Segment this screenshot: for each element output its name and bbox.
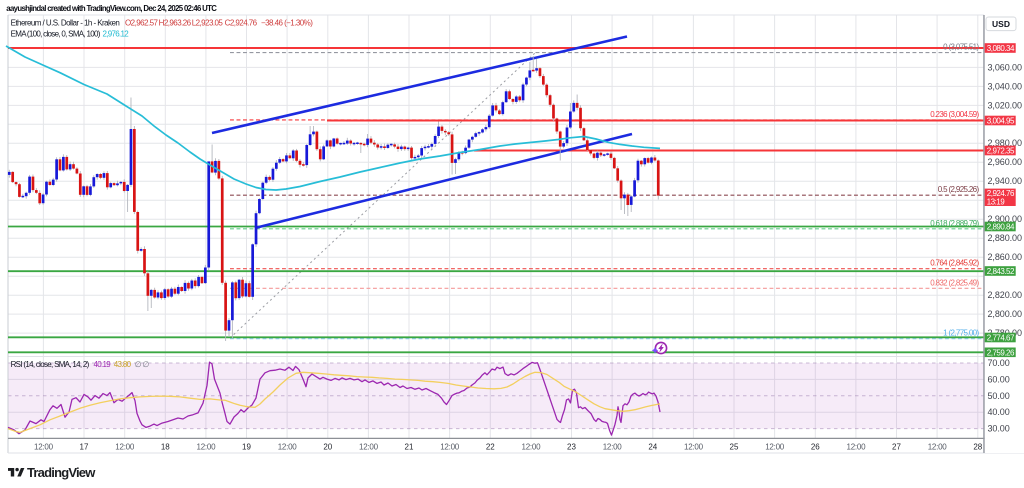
svg-text:40.00: 40.00 — [988, 407, 1010, 417]
svg-text:aayushjindal created with Trad: aayushjindal created with TradingView.co… — [6, 4, 217, 13]
svg-text:2,843.52: 2,843.52 — [987, 267, 1015, 276]
svg-text:28: 28 — [973, 442, 982, 451]
svg-text:12:00: 12:00 — [278, 442, 298, 451]
svg-text:0.236 (3,004.59): 0.236 (3,004.59) — [930, 110, 979, 119]
svg-text:70.00: 70.00 — [988, 358, 1010, 368]
svg-text:2,972.35: 2,972.35 — [987, 147, 1015, 156]
svg-text:Ethereum / U.S. Dollar - 1h -: Ethereum / U.S. Dollar - 1h - Kraken O2,9… — [11, 18, 314, 27]
svg-text:12:00: 12:00 — [847, 442, 867, 451]
svg-text:18: 18 — [161, 442, 170, 451]
svg-text:22: 22 — [486, 442, 495, 451]
svg-text:2,800.00: 2,800.00 — [988, 309, 1022, 319]
svg-text:TradingView: TradingView — [27, 465, 96, 480]
svg-text:17: 17 — [80, 442, 89, 451]
svg-text:3,060.00: 3,060.00 — [988, 62, 1022, 72]
svg-text:2,900.00: 2,900.00 — [988, 214, 1022, 224]
svg-text:13:19: 13:19 — [987, 198, 1005, 207]
svg-text:21: 21 — [405, 442, 414, 451]
svg-text:EMA (100, close, 0, SMA, 100)2: EMA (100, close, 0, SMA, 100) 2,976.12 — [11, 30, 130, 39]
svg-text:2,980.00: 2,980.00 — [988, 138, 1022, 148]
svg-text:3,080.34: 3,080.34 — [987, 44, 1015, 53]
svg-text:12:00: 12:00 — [440, 442, 460, 451]
svg-text:50.00: 50.00 — [988, 391, 1010, 401]
svg-text:23: 23 — [567, 442, 576, 451]
svg-text:0.832 (2,825.49): 0.832 (2,825.49) — [930, 278, 979, 287]
svg-text:30.00: 30.00 — [988, 424, 1010, 434]
svg-text:19: 19 — [242, 442, 251, 451]
svg-text:12:00: 12:00 — [359, 442, 379, 451]
svg-text:2,890.84: 2,890.84 — [987, 223, 1015, 232]
svg-text:2,940.00: 2,940.00 — [988, 176, 1022, 186]
svg-text:2,880.00: 2,880.00 — [988, 233, 1022, 243]
svg-text:0.618 (2,889.79): 0.618 (2,889.79) — [930, 219, 979, 228]
svg-text:12:00: 12:00 — [603, 442, 623, 451]
svg-text:RSI (14, close, SMA, 14, 2)40.: RSI (14, close, SMA, 14, 2) 40.19 43.80 ∅ ∅ — [11, 360, 150, 369]
svg-text:2,774.67: 2,774.67 — [987, 334, 1015, 343]
svg-text:3,004.95: 3,004.95 — [987, 117, 1015, 126]
svg-text:USD: USD — [992, 19, 1010, 29]
svg-text:2,960.00: 2,960.00 — [988, 157, 1022, 167]
svg-text:25: 25 — [730, 442, 739, 451]
svg-text:27: 27 — [892, 442, 901, 451]
svg-text:24: 24 — [648, 442, 657, 451]
svg-text:12:00: 12:00 — [34, 442, 54, 451]
svg-text:60.00: 60.00 — [988, 374, 1010, 384]
svg-text:12:00: 12:00 — [522, 442, 542, 451]
svg-text:3,020.00: 3,020.00 — [988, 100, 1022, 110]
svg-text:12:00: 12:00 — [684, 442, 704, 451]
svg-text:12:00: 12:00 — [765, 442, 785, 451]
svg-text:20: 20 — [323, 442, 332, 451]
svg-text:3,040.00: 3,040.00 — [988, 81, 1022, 91]
svg-text:1 (2,775.00): 1 (2,775.00) — [943, 329, 979, 338]
svg-text:2,860.00: 2,860.00 — [988, 252, 1022, 262]
svg-text:2,924.76: 2,924.76 — [987, 189, 1015, 198]
svg-text:0.5 (2,925.26): 0.5 (2,925.26) — [938, 185, 980, 194]
svg-text:26: 26 — [811, 442, 820, 451]
svg-text:12:00: 12:00 — [197, 442, 217, 451]
svg-text:12:00: 12:00 — [928, 442, 948, 451]
svg-text:0 (3,075.51): 0 (3,075.51) — [943, 43, 979, 52]
svg-text:2,759.26: 2,759.26 — [987, 348, 1015, 357]
svg-text:0.764 (2,845.92): 0.764 (2,845.92) — [930, 259, 979, 268]
svg-text:2,820.00: 2,820.00 — [988, 290, 1022, 300]
svg-text:12:00: 12:00 — [115, 442, 135, 451]
